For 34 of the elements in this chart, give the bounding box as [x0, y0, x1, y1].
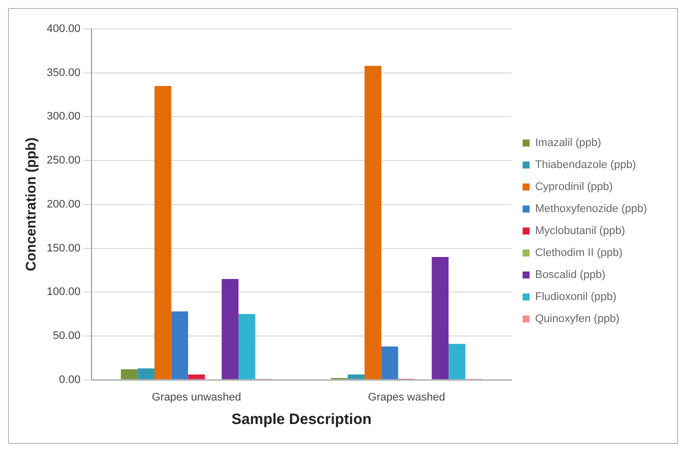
legend-label: Fludioxonil (ppb): [535, 291, 616, 304]
y-tick-label: 50.00: [52, 330, 80, 342]
y-tick-label: 250.00: [46, 154, 80, 167]
bar: [238, 314, 256, 380]
legend-label: Methoxyfenozide (ppb): [535, 203, 648, 216]
x-axis-title: Sample Description: [232, 411, 372, 428]
legend-label: Imazalil (ppb): [535, 137, 602, 150]
y-tick-label: 100.00: [46, 286, 80, 298]
x-tick-label: Grapes unwashed: [152, 391, 242, 404]
bar: [154, 86, 172, 380]
bar: [348, 374, 365, 380]
legend-label: Myclobutanil (ppb): [535, 225, 625, 238]
legend-label: Cyprodinil (ppb): [535, 181, 613, 194]
bar: [432, 257, 449, 380]
bar: [188, 374, 205, 380]
legend-label: Quinoxyfen (ppb): [535, 313, 620, 326]
legend-label: Clethodim II (ppb): [535, 247, 623, 260]
bar: [171, 311, 188, 380]
bar: [222, 278, 238, 380]
y-axis-title: Concentration (ppb): [22, 138, 38, 272]
x-tick-label: Grapes washed: [368, 391, 446, 404]
y-tick-label: 200.00: [46, 198, 80, 210]
y-tick-label: 300.00: [46, 110, 80, 123]
y-tick-label: 400.00: [46, 23, 80, 36]
y-tick-label: 350.00: [46, 66, 80, 79]
bar: [138, 368, 154, 380]
bar: [364, 66, 382, 380]
y-tick-label: 0.00: [59, 374, 80, 386]
bar: [120, 369, 138, 380]
y-tick-label: 150.00: [46, 242, 80, 254]
legend-label: Boscalid (ppb): [535, 269, 606, 282]
bar: [448, 344, 466, 380]
bar: [381, 346, 398, 380]
legend-label: Thiabendazole (ppb): [535, 159, 636, 172]
